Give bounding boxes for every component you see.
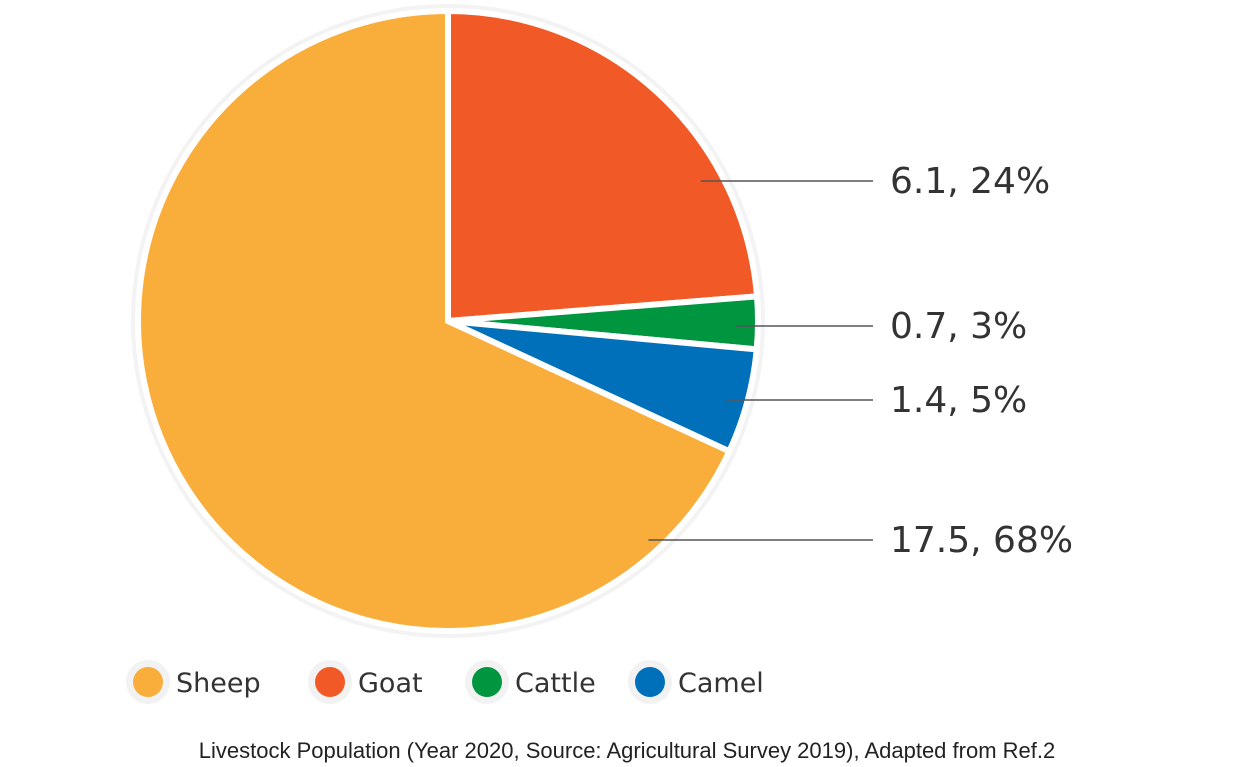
chart-caption: Livestock Population (Year 2020, Source:… [199, 738, 1055, 763]
slice-labels: 6.1, 24% 0.7, 3% 1.4, 5% 17.5, 68% [890, 161, 1073, 561]
legend-label-cattle: Cattle [515, 668, 596, 699]
slice-label-goat: 6.1, 24% [890, 161, 1050, 202]
legend-label-camel: Camel [678, 668, 764, 699]
slice-label-cattle: 0.7, 3% [890, 306, 1027, 347]
legend-marker-goat [315, 667, 345, 697]
legend: Sheep Goat Cattle Camel [126, 660, 764, 704]
slice-label-camel: 1.4, 5% [890, 380, 1027, 421]
leader-lines [648, 180, 873, 541]
legend-marker-sheep [133, 667, 163, 697]
legend-label-goat: Goat [358, 668, 423, 699]
legend-marker-cattle [472, 667, 502, 697]
legend-marker-camel [635, 667, 665, 697]
pie-slice-sheep [135, 7, 734, 634]
pie-slice-goat [445, 7, 761, 325]
pie-slices [135, 7, 761, 634]
slice-label-sheep: 17.5, 68% [890, 520, 1073, 561]
legend-label-sheep: Sheep [176, 668, 261, 699]
